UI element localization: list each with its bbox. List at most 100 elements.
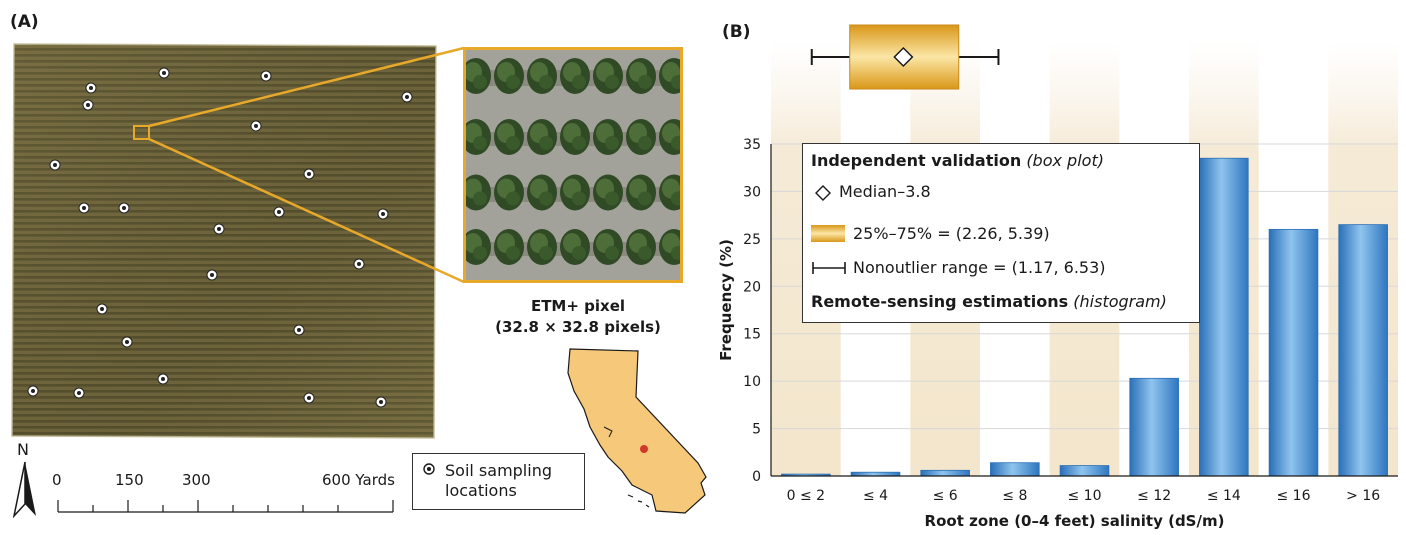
tree-crown	[466, 174, 491, 211]
y-tick-label: 0	[752, 469, 761, 485]
chart-legend: Independent validation (box plot) Median…	[802, 143, 1200, 323]
y-tick-label: 35	[743, 137, 761, 153]
legend-title-remote-note: (histogram)	[1073, 292, 1167, 311]
x-axis-title: Root zone (0–4 feet) salinity (dS/m)	[925, 512, 1225, 530]
tree-crown	[466, 229, 491, 265]
sampling-location-marker	[121, 336, 133, 348]
tree-crown	[626, 174, 656, 211]
tree-crown	[494, 174, 524, 211]
tree-crown	[593, 119, 623, 155]
sampling-location-marker	[213, 223, 225, 235]
sampling-location-marker	[377, 208, 389, 220]
sampling-location-marker	[250, 120, 262, 132]
sampling-location-marker	[375, 396, 387, 408]
y-axis-title: Frequency (%)	[717, 239, 735, 361]
tree-crown	[494, 58, 524, 94]
y-tick-label: 10	[743, 374, 761, 390]
inset-caption-size: (32.8 × 32.8 pixels)	[495, 318, 661, 336]
tree-crown	[593, 229, 623, 265]
sampling-location-marker	[353, 258, 365, 270]
range-whisker-icon	[812, 262, 846, 274]
scale-label-0: 0	[52, 471, 62, 489]
x-tick-label: ≤ 4	[863, 488, 888, 504]
tree-crown	[527, 174, 557, 211]
sampling-location-marker	[158, 67, 170, 79]
orchard-aerial-image	[11, 43, 437, 439]
histogram-bar	[920, 469, 970, 477]
legend-label-line2: locations	[445, 481, 517, 500]
legend-range-label: Nonoutlier range = (1.17, 6.53)	[853, 258, 1106, 277]
sampling-location-marker	[303, 168, 315, 180]
sampling-location-marker	[293, 324, 305, 336]
tree-crown	[560, 229, 590, 265]
sampling-location-marker	[401, 91, 413, 103]
tree-crown	[593, 174, 623, 211]
tree-crown	[593, 58, 623, 94]
sampling-location-icon	[423, 463, 435, 475]
panel-b-label: (B)	[722, 22, 751, 42]
tree-crown	[527, 229, 557, 265]
y-tick-label: 15	[743, 327, 761, 343]
north-arrow-icon	[12, 461, 36, 518]
x-tick-label: ≤ 12	[1137, 488, 1171, 504]
tree-crown	[560, 119, 590, 155]
legend-title-remote: Remote-sensing estimations	[811, 292, 1069, 311]
sampling-location-marker	[82, 99, 94, 111]
pixel-highlight-box	[133, 125, 150, 140]
scale-label-300: 300	[182, 471, 211, 489]
histogram-bar	[1268, 228, 1319, 477]
sampling-location-marker	[118, 202, 130, 214]
panel-a-label: (A)	[10, 12, 39, 32]
map-legend: Soil sampling locations	[412, 453, 585, 510]
histogram-bar	[1199, 157, 1249, 477]
legend-median-label: Median–3.8	[839, 182, 931, 201]
histogram-bar	[1338, 224, 1388, 477]
tree-crown	[626, 229, 656, 265]
california-locator-map	[567, 348, 707, 514]
x-tick-label: ≤ 6	[933, 488, 958, 504]
legend-box-label: 25%–75% = (2.26, 5.39)	[853, 224, 1050, 243]
sampling-location-marker	[206, 269, 218, 281]
x-tick-label: ≤ 8	[1002, 488, 1027, 504]
tree-crown	[626, 58, 656, 94]
scale-label-600: 600 Yards	[322, 471, 395, 489]
x-tick-label: > 16	[1346, 488, 1380, 504]
scale-label-150: 150	[115, 471, 144, 489]
sampling-location-marker	[96, 303, 108, 315]
study-site-marker	[640, 445, 648, 453]
histogram-bar	[1129, 377, 1179, 477]
median-diamond-icon	[815, 185, 831, 201]
tree-crown	[560, 58, 590, 94]
sampling-location-marker	[303, 392, 315, 404]
histogram-bar	[990, 462, 1040, 477]
sampling-location-marker	[157, 373, 169, 385]
sampling-location-marker	[78, 202, 90, 214]
x-tick-label: 0 ≤ 2	[787, 488, 825, 504]
sampling-location-marker	[85, 82, 97, 94]
legend-label-line1: Soil sampling	[445, 461, 552, 480]
tree-crown	[659, 58, 680, 94]
tree-crown	[494, 229, 524, 265]
legend-title-validation-note: (box plot)	[1026, 151, 1104, 170]
tree-crown	[494, 119, 524, 155]
y-tick-label: 25	[743, 232, 761, 248]
x-tick-label: ≤ 14	[1207, 488, 1241, 504]
y-tick-label: 30	[743, 184, 761, 200]
scale-bar	[57, 500, 394, 513]
tree-crown	[659, 174, 680, 211]
y-tick-label: 5	[752, 422, 761, 438]
tree-crown	[626, 119, 656, 155]
legend-box-swatch	[811, 225, 845, 242]
sampling-location-marker	[73, 387, 85, 399]
x-tick-label: ≤ 16	[1277, 488, 1311, 504]
histogram-bar	[1059, 465, 1110, 477]
y-tick-label: 20	[743, 279, 761, 295]
x-tick-label: ≤ 10	[1068, 488, 1102, 504]
inset-caption-title: ETM+ pixel	[530, 297, 626, 315]
boxplot-median-marker	[893, 46, 914, 68]
tree-crown	[466, 119, 491, 155]
tree-crown	[659, 229, 680, 265]
tree-crown	[527, 58, 557, 94]
north-label: N	[17, 440, 29, 459]
zoom-inset-image	[463, 47, 683, 283]
